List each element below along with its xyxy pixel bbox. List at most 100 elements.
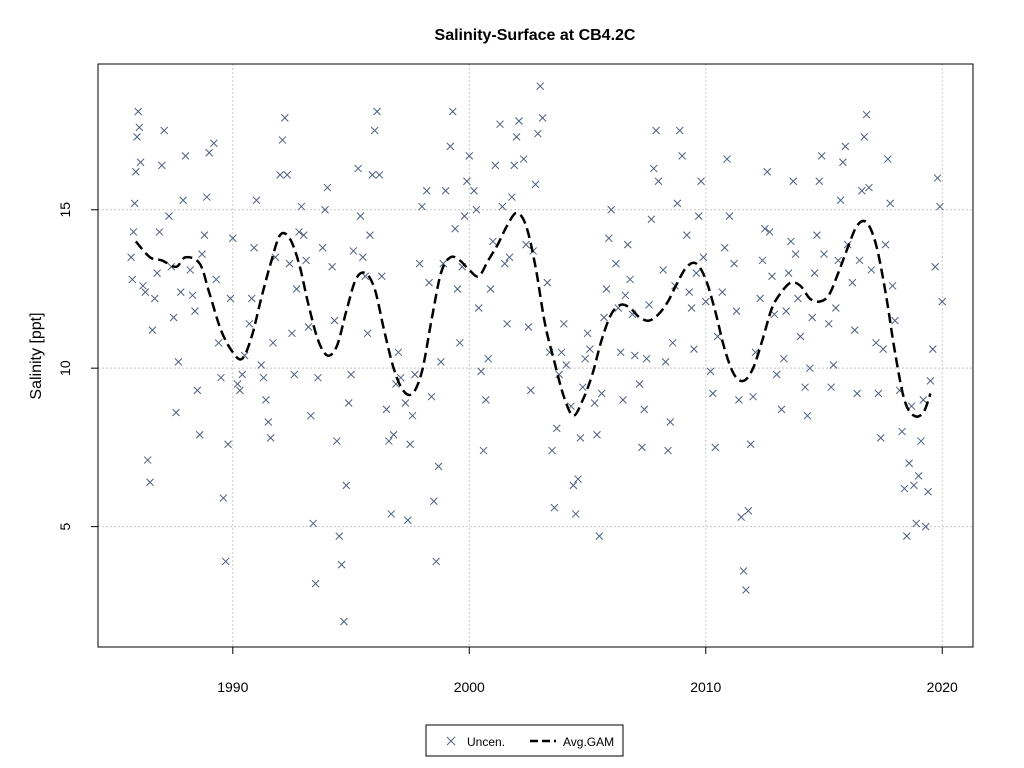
data-point	[690, 345, 698, 354]
data-point	[574, 475, 582, 483]
data-point	[808, 313, 817, 322]
data-point	[496, 120, 504, 129]
data-point	[285, 259, 294, 268]
data-point	[446, 142, 455, 151]
data-point	[470, 186, 478, 195]
data-point	[139, 281, 147, 290]
data-point	[387, 510, 396, 518]
data-point	[370, 126, 379, 135]
data-point	[865, 183, 873, 192]
data-point	[817, 152, 826, 160]
data-point	[340, 617, 348, 626]
data-point	[165, 212, 173, 220]
data-point	[129, 228, 138, 236]
data-point	[898, 427, 906, 436]
data-point	[366, 231, 374, 239]
data-point	[933, 174, 942, 182]
data-point	[867, 266, 876, 274]
data-point	[157, 161, 166, 170]
data-point	[576, 434, 585, 442]
data-point	[403, 516, 412, 525]
data-point	[262, 396, 270, 404]
data-point	[526, 386, 535, 395]
data-point	[635, 380, 644, 388]
data-point	[195, 430, 204, 439]
data-point	[314, 373, 322, 382]
data-point	[874, 389, 883, 398]
data-point	[309, 519, 318, 528]
data-point	[349, 247, 358, 255]
data-point	[810, 269, 819, 277]
data-point	[451, 224, 459, 233]
data-point	[706, 367, 715, 376]
data-point	[290, 370, 299, 379]
data-point	[701, 297, 710, 306]
data-point	[872, 338, 880, 347]
data-point	[640, 405, 649, 414]
data-point	[829, 361, 838, 369]
data-point	[425, 278, 433, 287]
data-point	[408, 411, 417, 420]
data-point	[879, 345, 887, 354]
data-point	[266, 434, 275, 442]
data-point	[862, 110, 871, 119]
data-point	[252, 196, 261, 205]
data-point	[742, 586, 750, 594]
data-point	[389, 430, 398, 439]
data-point	[815, 177, 824, 186]
data-point	[212, 275, 221, 284]
data-point	[135, 123, 144, 132]
data-point	[548, 446, 556, 455]
data-point	[626, 275, 634, 284]
data-point	[214, 338, 223, 347]
data-point	[394, 348, 403, 357]
data-point	[463, 177, 471, 186]
data-point	[318, 243, 327, 252]
data-point	[841, 142, 850, 151]
data-point	[224, 440, 232, 449]
data-point	[666, 418, 675, 426]
data-point	[186, 266, 195, 274]
data-point	[437, 357, 445, 366]
data-point	[247, 294, 256, 303]
data-point	[664, 446, 672, 455]
data-point	[853, 389, 861, 398]
legend-marker-uncen	[446, 736, 456, 746]
data-point	[455, 338, 464, 347]
data-point	[534, 129, 542, 138]
data-point	[299, 231, 308, 239]
data-point	[642, 354, 651, 363]
legend-label-gam: Avg.GAM	[563, 735, 614, 749]
data-point	[188, 291, 197, 300]
data-point	[645, 300, 653, 309]
data-point	[283, 171, 292, 179]
data-point	[411, 370, 419, 379]
data-point	[226, 294, 235, 303]
data-point	[359, 253, 367, 262]
data-point	[472, 205, 481, 214]
y-axis-label: Salinity [ppt]	[28, 312, 45, 399]
data-point	[678, 152, 686, 160]
data-point	[602, 285, 611, 293]
data-point	[181, 152, 190, 160]
data-point	[538, 114, 547, 122]
data-point	[465, 152, 474, 160]
data-point	[623, 240, 632, 249]
data-point	[491, 161, 500, 170]
data-point	[503, 319, 511, 328]
data-point	[787, 237, 795, 246]
data-point	[202, 193, 211, 201]
data-point	[938, 297, 947, 306]
data-point	[796, 332, 805, 341]
data-point	[687, 304, 696, 312]
data-point	[484, 354, 493, 363]
data-point	[321, 205, 329, 214]
data-point	[368, 171, 377, 179]
data-point	[236, 386, 244, 395]
data-point	[725, 212, 734, 220]
data-point	[477, 367, 485, 376]
data-point	[200, 231, 209, 239]
data-point	[221, 557, 230, 566]
data-point	[552, 424, 561, 433]
data-point	[531, 180, 540, 189]
